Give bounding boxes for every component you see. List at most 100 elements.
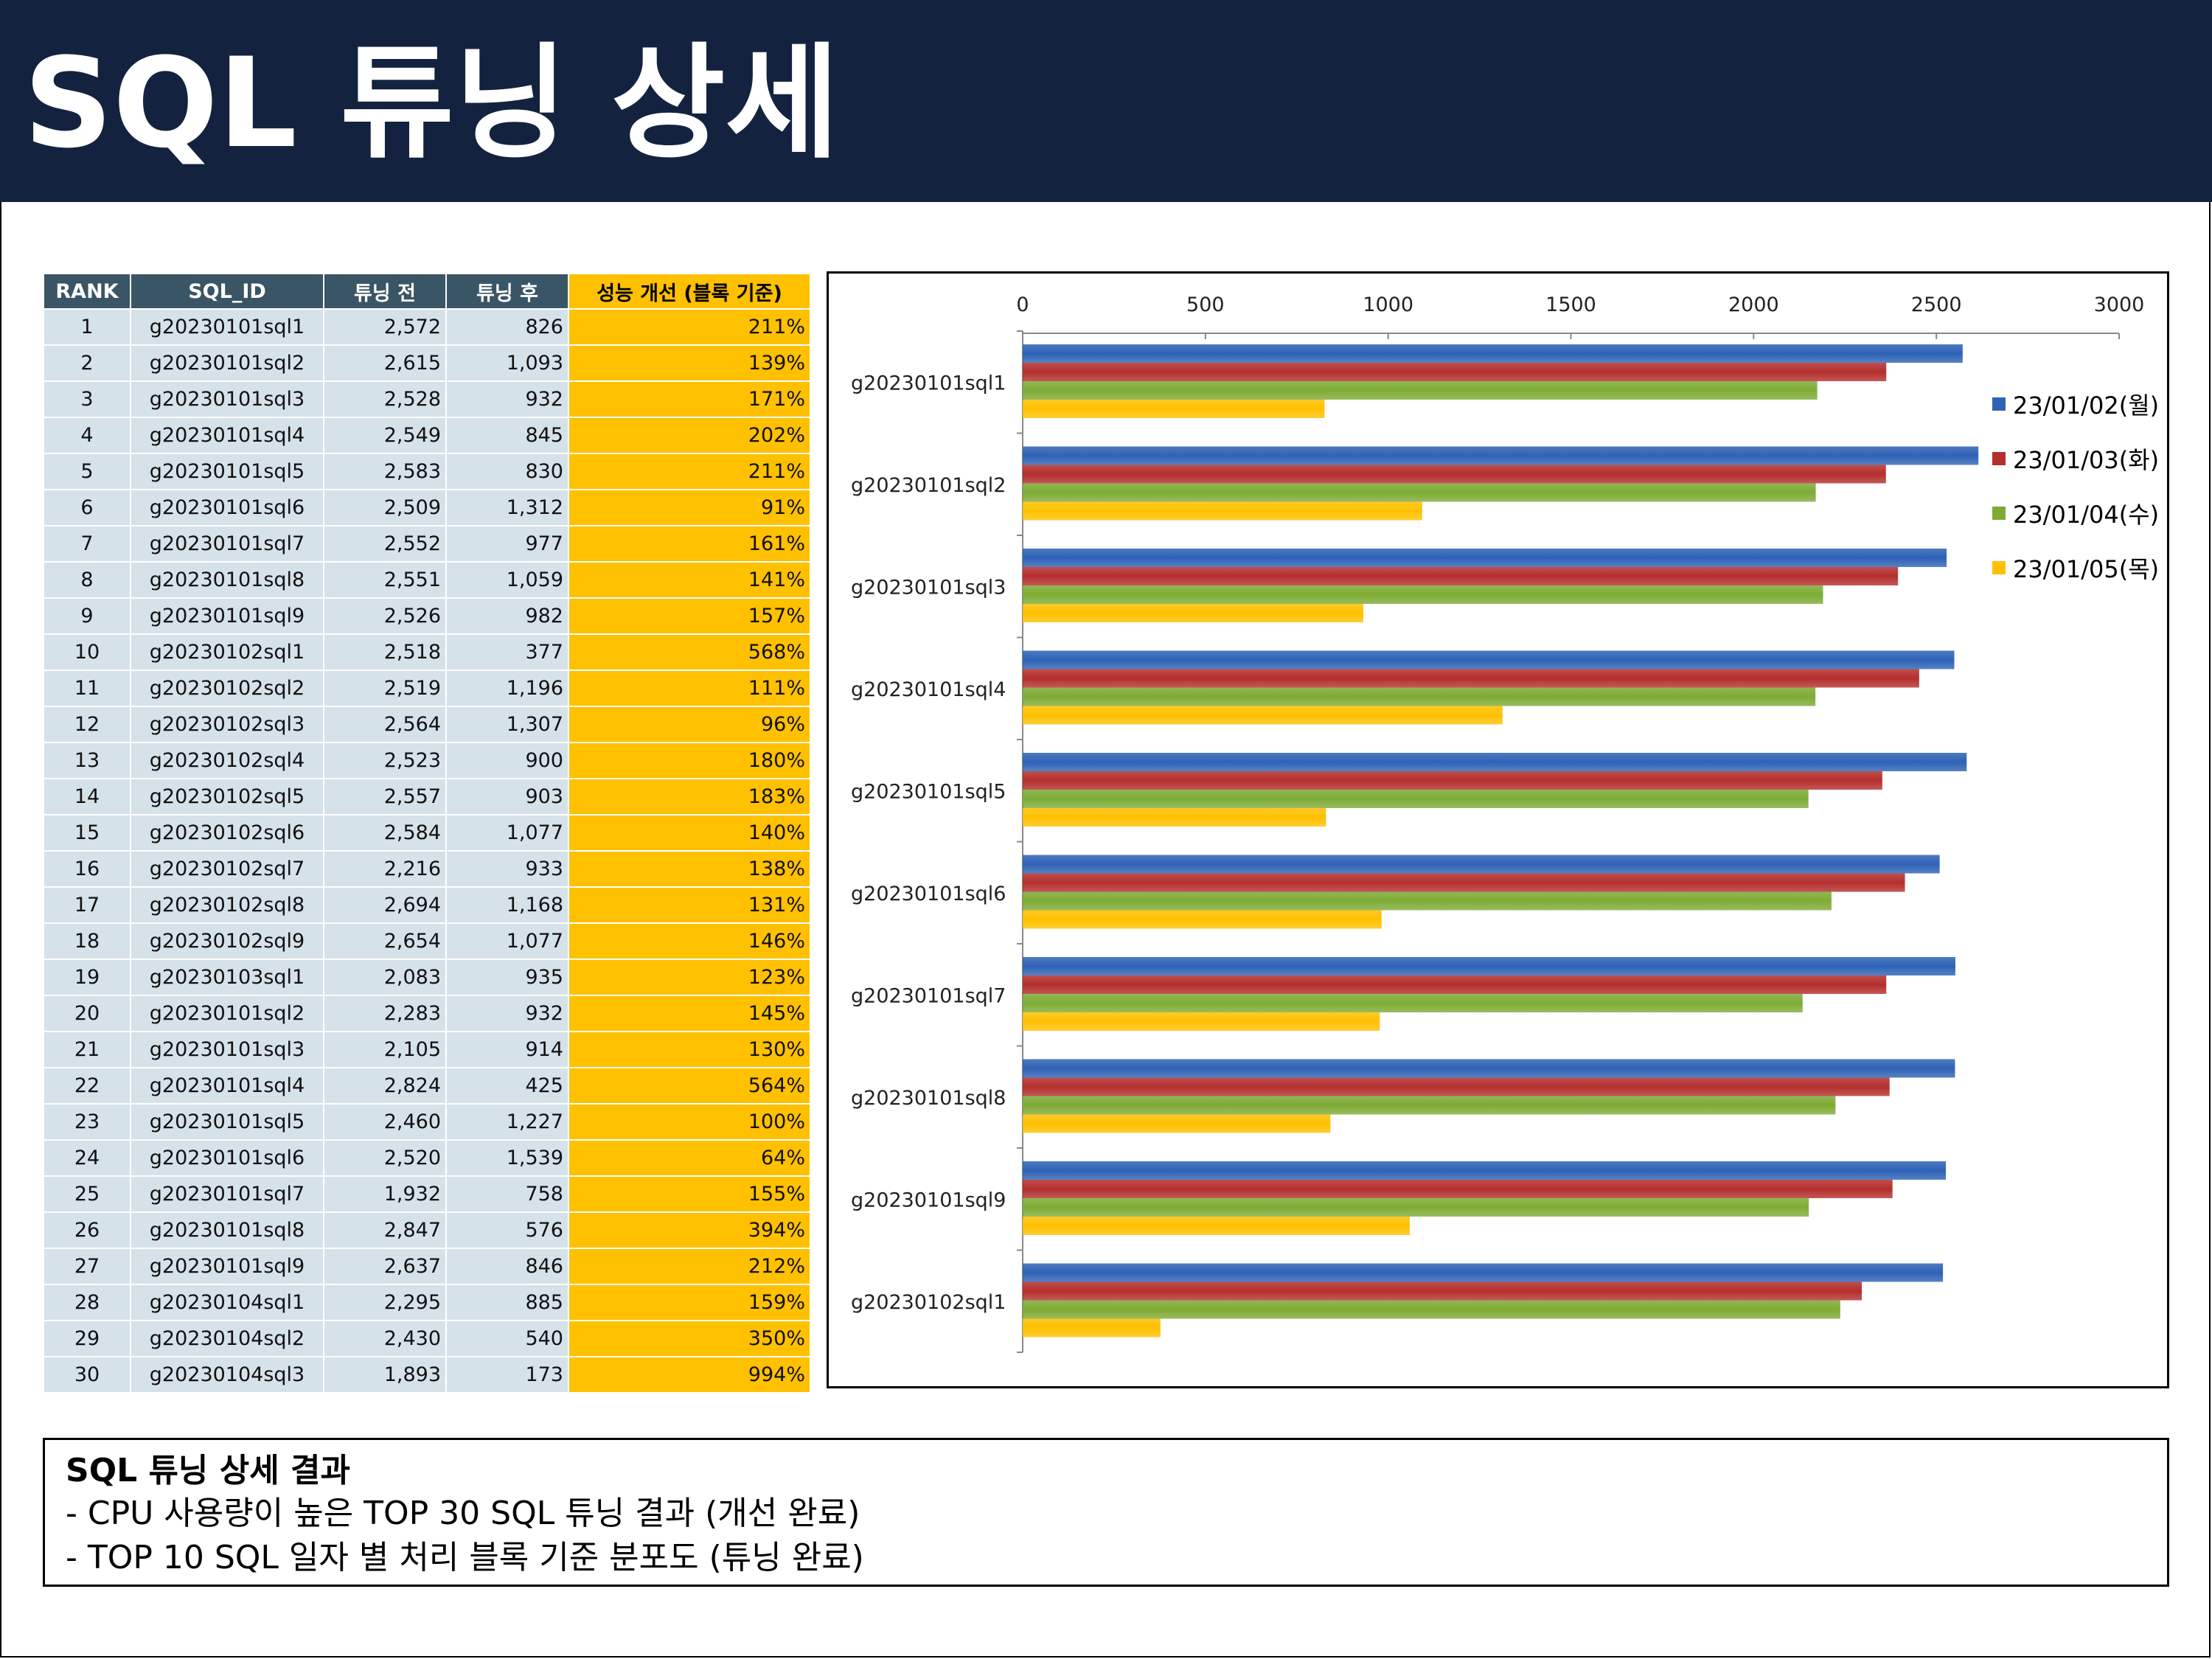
table-row: 20 g20230101sql2 2,283 932 145%	[43, 995, 811, 1032]
table-row: 9 g20230101sql9 2,526 982 157%	[43, 597, 811, 635]
improvement-cell: 211%	[568, 308, 811, 346]
y-category-label: g20230101sql8	[851, 1087, 1006, 1110]
bar-4	[1023, 501, 1422, 521]
improvement-cell: 564%	[568, 1067, 811, 1105]
after-cell: 758	[445, 1175, 569, 1213]
bar-4	[1023, 808, 1326, 827]
bar-3	[1023, 790, 1809, 808]
after-cell: 826	[445, 308, 569, 346]
before-cell: 2,572	[323, 308, 447, 346]
after-cell: 982	[445, 597, 569, 635]
after-cell: 425	[445, 1067, 569, 1105]
rank-cell: 22	[43, 1067, 131, 1105]
improvement-cell: 155%	[568, 1175, 811, 1213]
improvement-cell: 139%	[568, 344, 811, 382]
before-cell: 2,557	[323, 778, 447, 815]
sql-id-cell: g20230102sql1	[130, 633, 324, 671]
summary-line: - CPU 사용량이 높은 TOP 30 SQL 튜닝 결과 (개선 완료)	[66, 1495, 860, 1532]
rank-cell: 23	[43, 1103, 131, 1141]
improvement-cell: 180%	[568, 742, 811, 779]
sql-id-cell: g20230101sql6	[130, 1139, 324, 1177]
x-tick-label: 0	[1016, 293, 1029, 316]
legend-swatch	[1992, 452, 2006, 465]
table-row: 17 g20230102sql8 2,694 1,168 131%	[43, 886, 811, 924]
table-row: 30 g20230104sql3 1,893 173 994%	[43, 1356, 811, 1394]
before-cell: 2,526	[323, 597, 447, 635]
summary-line: - TOP 10 SQL 일자 별 처리 블록 기준 분포도 (튜닝 완료)	[66, 1539, 864, 1576]
x-tick-label: 3000	[2094, 293, 2145, 316]
legend-swatch	[1992, 561, 2006, 574]
before-cell: 2,509	[323, 489, 447, 526]
sql-id-cell: g20230102sql7	[130, 850, 324, 888]
rank-cell: 3	[43, 380, 131, 418]
bar-4	[1023, 400, 1325, 418]
bar-3	[1023, 1096, 1836, 1115]
after-cell: 1,093	[445, 344, 569, 382]
rank-cell: 29	[43, 1320, 131, 1357]
sql-id-cell: g20230102sql9	[130, 922, 324, 960]
bar-2	[1023, 975, 1887, 994]
before-cell: 2,295	[323, 1284, 447, 1321]
content-frame	[0, 202, 2211, 1658]
sql-id-cell: g20230102sql4	[130, 742, 324, 779]
rank-cell: 5	[43, 453, 131, 490]
bar-1	[1023, 446, 1979, 465]
table-row: 27 g20230101sql9 2,637 846 212%	[43, 1248, 811, 1285]
sql-id-cell: g20230101sql6	[130, 489, 324, 526]
after-cell: 900	[445, 742, 569, 779]
before-cell: 2,552	[323, 525, 447, 563]
bar-3	[1023, 483, 1816, 502]
rank-cell: 2	[43, 344, 131, 382]
x-tick-label: 1500	[1545, 293, 1596, 316]
y-category-label: g20230101sql6	[851, 883, 1006, 905]
improvement-cell: 159%	[568, 1284, 811, 1321]
bar-1	[1023, 753, 1967, 771]
after-cell: 935	[445, 959, 569, 996]
improvement-cell: 100%	[568, 1103, 811, 1141]
table-row: 8 g20230101sql8 2,551 1,059 141%	[43, 561, 811, 599]
before-cell: 2,216	[323, 850, 447, 888]
table-row: 18 g20230102sql9 2,654 1,077 146%	[43, 922, 811, 960]
sql-id-cell: g20230103sql1	[130, 959, 324, 996]
table-row: 2 g20230101sql2 2,615 1,093 139%	[43, 344, 811, 382]
bar-3	[1023, 1198, 1809, 1217]
rank-cell: 30	[43, 1356, 131, 1394]
rank-cell: 14	[43, 778, 131, 815]
bar-2	[1023, 567, 1899, 585]
after-cell: 885	[445, 1284, 569, 1321]
table-row: 3 g20230101sql3 2,528 932 171%	[43, 380, 811, 418]
after-cell: 933	[445, 850, 569, 888]
bar-3	[1023, 381, 1818, 400]
sql-id-cell: g20230102sql6	[130, 814, 324, 852]
x-tick-label: 2000	[1728, 293, 1779, 316]
legend-item: 23/01/03(화)	[1992, 431, 2159, 486]
bar-1	[1023, 549, 1947, 567]
improvement-cell: 350%	[568, 1320, 811, 1357]
improvement-cell: 145%	[568, 995, 811, 1032]
before-cell: 2,847	[323, 1211, 447, 1249]
table-row: 11 g20230102sql2 2,519 1,196 111%	[43, 669, 811, 707]
sql-id-cell: g20230101sql8	[130, 1211, 324, 1249]
improvement-cell: 111%	[568, 669, 811, 707]
before-cell: 2,430	[323, 1320, 447, 1357]
rank-cell: 1	[43, 308, 131, 346]
improvement-cell: 141%	[568, 561, 811, 599]
rank-cell: 21	[43, 1031, 131, 1068]
improvement-cell: 994%	[568, 1356, 811, 1394]
legend-swatch	[1992, 397, 2006, 411]
bar-4	[1023, 1012, 1380, 1031]
table-row: 6 g20230101sql6 2,509 1,312 91%	[43, 489, 811, 526]
rank-cell: 19	[43, 959, 131, 996]
header-rank: RANK	[43, 273, 131, 310]
rank-cell: 24	[43, 1139, 131, 1177]
before-cell: 2,460	[323, 1103, 447, 1141]
table-row: 28 g20230104sql1 2,295 885 159%	[43, 1284, 811, 1321]
before-cell: 2,518	[323, 633, 447, 671]
sql-id-cell: g20230101sql7	[130, 1175, 324, 1213]
improvement-cell: 171%	[568, 380, 811, 418]
improvement-cell: 183%	[568, 778, 811, 815]
improvement-cell: 568%	[568, 633, 811, 671]
sql-id-cell: g20230101sql2	[130, 344, 324, 382]
bar-3	[1023, 994, 1803, 1012]
table-row: 29 g20230104sql2 2,430 540 350%	[43, 1320, 811, 1357]
